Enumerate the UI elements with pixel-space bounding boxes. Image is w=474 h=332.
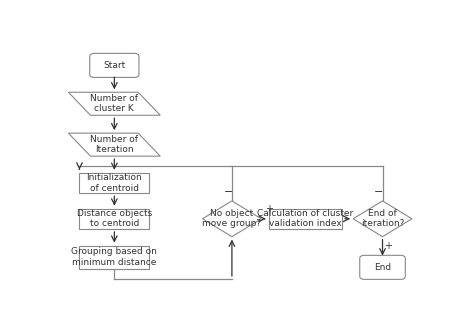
Text: Distance objects
to centroid: Distance objects to centroid <box>77 209 152 228</box>
Text: Calculation of cluster
validation index: Calculation of cluster validation index <box>257 209 354 228</box>
Polygon shape <box>353 201 412 237</box>
Polygon shape <box>68 92 160 115</box>
Bar <box>80 208 149 229</box>
Text: −: − <box>224 187 233 197</box>
Text: +: + <box>265 204 273 214</box>
Text: Number of
cluster K: Number of cluster K <box>91 94 138 114</box>
Bar <box>80 246 149 269</box>
Text: End: End <box>374 263 391 272</box>
Text: Start: Start <box>103 61 126 70</box>
FancyBboxPatch shape <box>360 255 405 279</box>
Bar <box>80 173 149 193</box>
FancyBboxPatch shape <box>90 53 139 77</box>
Text: End of
iteration?: End of iteration? <box>361 209 404 228</box>
Text: Number of
Iteration: Number of Iteration <box>91 135 138 154</box>
Polygon shape <box>202 201 261 237</box>
Text: +: + <box>384 240 392 251</box>
Bar <box>269 208 342 229</box>
Text: −: − <box>374 187 383 197</box>
Polygon shape <box>68 133 160 156</box>
Text: No object
move group?: No object move group? <box>202 209 262 228</box>
Text: Grouping based on
minimum distance: Grouping based on minimum distance <box>72 247 157 267</box>
Text: Initialization
of centroid: Initialization of centroid <box>86 173 142 193</box>
